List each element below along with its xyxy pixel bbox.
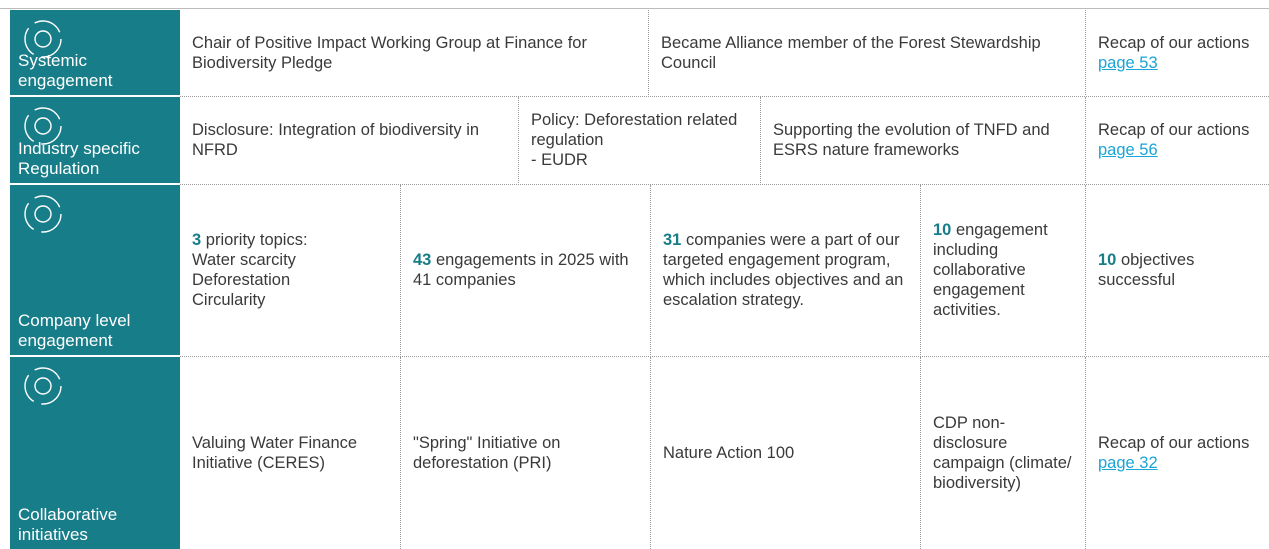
row-separator [180,184,1269,185]
cell-content: 3 priority topics: Water scarcity Deforest… [192,230,308,310]
page-link[interactable]: page 56 [1098,141,1158,159]
cell: Became Alliance member of the Forest Ste… [648,10,1085,95]
cell-content: Became Alliance member of the Forest Ste… [661,33,1073,73]
page-link[interactable]: page 53 [1098,53,1158,72]
cell-text: Nature Action 100 [663,444,795,462]
cell: Disclosure: Integration of biodiversity … [180,97,518,183]
highlight-number: 31 [663,231,682,249]
cell-content: 43 engagements in 2025 with 41 companies [413,250,638,290]
cell-text: CDP non-disclosure campaign (climate/ bi… [933,414,1072,492]
table-row: Company level engagement 3 priority topic… [10,185,1269,355]
cell-text: Recap of our actions [1098,434,1250,452]
row-label: Collaborative initiatives [10,357,180,549]
cell-content: 10 engagement including collaborative en… [933,220,1073,320]
row-separator [180,96,1269,97]
icon [24,107,62,145]
highlight-number: 10 [1098,251,1117,269]
cell-content: 10 objectives successful [1098,250,1257,290]
page-link[interactable]: page 32 [1098,454,1158,472]
cell: Recap of our actions page 32 [1085,357,1269,549]
highlight-number: 3 [192,231,202,249]
icon [24,367,62,405]
cell: Chair of Positive Impact Working Group a… [180,10,648,95]
row-label: Systemic engagement [10,10,180,95]
table-row: Collaborative initiatives Valuing Water F… [10,357,1269,549]
cell-text: Supporting the evolution of TNFD and ESR… [773,121,1050,159]
cell-text: objectives successful [1098,251,1195,289]
table-row: Industry specific Regulation Disclosure: … [10,97,1269,183]
cell: 31 companies were a part of our targeted… [650,185,920,355]
cell-content: Policy: Deforestation related regulation… [531,110,748,170]
table-row: Systemic engagement Chair of Positive Imp… [10,10,1269,95]
row-label: Industry specific Regulation [10,97,180,183]
cell-content: "Spring" Initiative on deforestation (PR… [413,433,638,473]
cell-content: Recap of our actions page 53 [1098,33,1257,73]
row-label-text: Company level engagement [18,311,131,350]
cell: Supporting the evolution of TNFD and ESR… [760,97,1085,183]
list-item: Circularity [192,291,266,309]
icon [24,20,62,58]
list-item: Water scarcity [192,251,296,269]
cell: 43 engagements in 2025 with 41 companies [400,185,650,355]
cell-content: Valuing Water Finance Initiative (CERES) [192,433,388,473]
row-label: Company level engagement [10,185,180,355]
cell-text: Policy: Deforestation related regulation [531,111,738,149]
cell-content: Disclosure: Integration of biodiversity … [192,120,506,160]
list-item: Deforestation [192,271,291,289]
cell: Recap of our actions page 56 [1085,97,1269,183]
cell: Policy: Deforestation related regulation… [518,97,760,183]
cell-text: Recap of our actions [1098,121,1250,139]
row-separator [180,356,1269,357]
cell: "Spring" Initiative on deforestation (PR… [400,357,650,549]
row-label-text: Industry specific Regulation [18,139,140,178]
cell-text: priority topics: [205,231,308,249]
cell: 10 engagement including collaborative en… [920,185,1085,355]
cell-content: Nature Action 100 [663,443,794,463]
top-rule [0,8,1269,9]
cell: 3 priority topics: Water scarcity Deforest… [180,185,400,355]
row-label-text: Collaborative initiatives [18,505,118,544]
cell-text: Became Alliance member of the Forest Ste… [661,33,1041,72]
highlight-number: 43 [413,251,432,269]
cell-content: Recap of our actions page 56 [1098,120,1257,160]
cell-text: companies were a part of our targeted en… [663,231,904,309]
list-item: - EUDR [531,151,588,169]
cell-text: engagements in 2025 with 41 companies [413,251,629,289]
cell-content: Recap of our actions page 32 [1098,433,1257,473]
cell-text: Recap of our actions [1098,33,1250,52]
cell-text: engagement including collaborative engag… [933,221,1048,319]
cell-content: 31 companies were a part of our targeted… [663,230,908,310]
cell-content: CDP non-disclosure campaign (climate/ bi… [933,413,1073,493]
cell: CDP non-disclosure campaign (climate/ bi… [920,357,1085,549]
icon [24,195,62,233]
cell-content: Chair of Positive Impact Working Group a… [192,33,636,73]
cell: Recap of our actions page 53 [1085,10,1269,95]
cell: Nature Action 100 [650,357,920,549]
cell-content: Supporting the evolution of TNFD and ESR… [773,120,1073,160]
cell: Valuing Water Finance Initiative (CERES) [180,357,400,549]
row-label-text: Systemic engagement [18,51,113,90]
cell: 10 objectives successful [1085,185,1269,355]
cell-text: "Spring" Initiative on deforestation (PR… [413,434,561,472]
cell-text: Chair of Positive Impact Working Group a… [192,33,587,72]
highlight-number: 10 [933,221,952,239]
cell-text: Disclosure: Integration of biodiversity … [192,121,480,159]
cell-text: Valuing Water Finance Initiative (CERES) [192,434,358,472]
